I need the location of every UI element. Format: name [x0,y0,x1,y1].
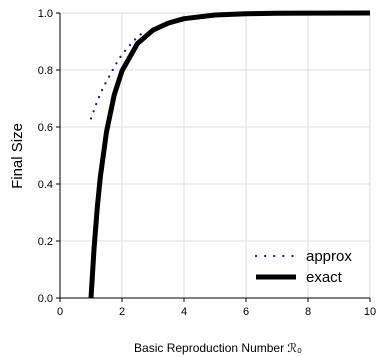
legend: approx exact [254,248,352,286]
y-axis-title: Final Size [9,123,26,189]
x-tick-label: 6 [243,306,249,318]
x-axis-title: Basic Reproduction Number ℛ₀ [134,341,302,355]
x-tick-label: 2 [119,306,125,318]
y-tick-label: 0.0 [38,293,53,305]
x-tick-label: 8 [305,306,311,318]
legend-label-approx: approx [306,248,352,265]
legend-label-exact: exact [306,269,343,286]
x-tick-label: 10 [364,306,376,318]
x-tick-label: 4 [181,306,187,318]
x-tick-label: 0 [57,306,63,318]
y-tick-label: 0.4 [38,179,53,191]
series-layer [88,10,371,299]
y-tick-label: 0.6 [38,122,53,134]
y-tick-label: 1.0 [38,8,53,20]
axes [56,12,371,302]
series-line-exact [88,10,371,299]
y-tick-label: 0.8 [38,65,53,77]
y-tick-label: 0.2 [38,236,53,248]
tick-labels: 0 2 4 6 8 10 0.0 0.2 0.4 0.6 0.8 1.0 [38,8,376,318]
